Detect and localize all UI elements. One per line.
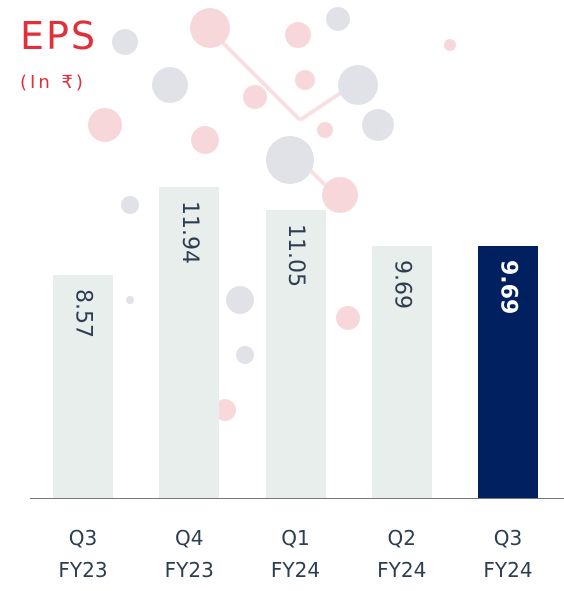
- x-tick-label: Q1 FY24: [270, 526, 321, 582]
- value-label: 9.69: [389, 259, 415, 309]
- bar: [478, 245, 538, 498]
- x-tick-label: Q2 FY24: [377, 526, 427, 582]
- chart-subtitle: (In ₹): [20, 72, 86, 93]
- x-tick-label: Q3 FY23: [58, 526, 108, 582]
- value-label: 8.57: [70, 288, 96, 338]
- bar: [371, 245, 432, 498]
- bar: [265, 210, 326, 498]
- bar: [159, 187, 220, 498]
- value-label: 11.05: [283, 224, 308, 288]
- x-tick-label: Q4 FY23: [164, 526, 214, 582]
- value-label: 11.94: [176, 201, 202, 264]
- x-tick-label: Q3 FY24: [483, 526, 533, 582]
- value-label: 9.69: [495, 259, 521, 314]
- bar: [53, 274, 113, 498]
- baseline: [30, 498, 564, 499]
- chart-title: EPS: [20, 14, 98, 58]
